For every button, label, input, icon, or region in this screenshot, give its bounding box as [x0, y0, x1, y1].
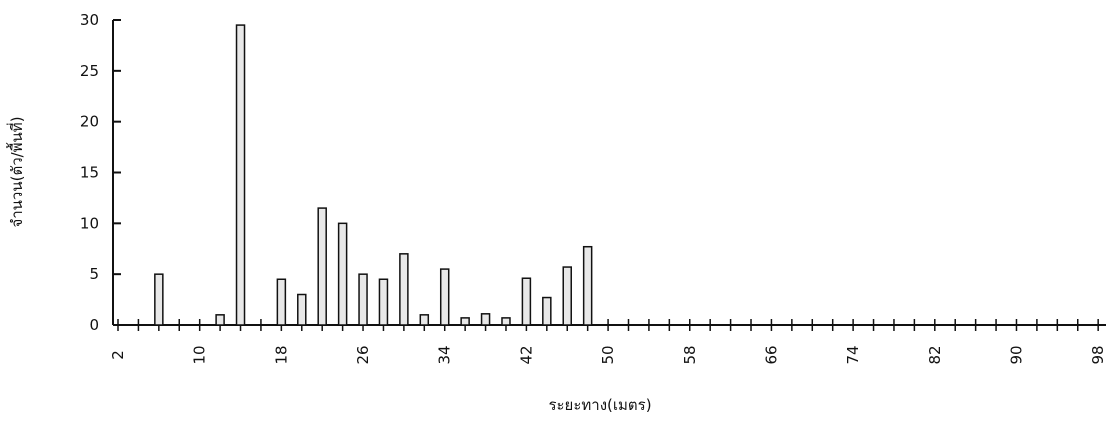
bar [439, 268, 450, 326]
bar [582, 245, 593, 326]
bar [419, 314, 430, 326]
bar [215, 314, 225, 326]
bar [358, 273, 368, 326]
y-tick-label: 15 [80, 164, 99, 182]
x-tick-label: 42 [517, 345, 535, 364]
x-tick-label: 18 [272, 345, 290, 364]
x-tick-label: 34 [436, 345, 454, 364]
bar [501, 317, 511, 326]
bar [276, 278, 287, 326]
bar [521, 277, 532, 326]
x-tick-label: 66 [762, 345, 780, 364]
y-tick-label: 5 [89, 265, 99, 283]
y-tick-label: 0 [89, 316, 99, 334]
y-tick-label: 10 [80, 214, 99, 232]
x-tick-label: 82 [926, 345, 944, 364]
bar [542, 296, 552, 326]
y-axis-label: จำนวน(ตัว/พื้นที่) [6, 116, 26, 227]
y-tick-label: 20 [80, 113, 99, 131]
x-tick-label: 98 [1089, 345, 1107, 364]
bar [399, 253, 409, 326]
y-tick-label: 25 [80, 62, 99, 80]
bar [562, 266, 572, 326]
x-tick-label: 10 [191, 345, 209, 364]
bar [480, 313, 491, 326]
bar [378, 278, 389, 326]
x-axis-label: ระยะทาง(เมตร) [548, 396, 651, 414]
bar [337, 222, 348, 326]
bar [235, 24, 246, 326]
bar [297, 293, 307, 326]
x-tick-label: 2 [109, 350, 127, 360]
bar [317, 207, 327, 326]
y-tick-label: 30 [80, 11, 99, 29]
x-tick-label: 50 [599, 345, 617, 364]
bar [154, 273, 164, 326]
x-tick-label: 74 [844, 345, 862, 364]
x-tick-label: 90 [1007, 345, 1025, 364]
x-tick-label: 58 [681, 345, 699, 364]
x-tick-label: 26 [354, 345, 372, 364]
bar [460, 317, 470, 326]
